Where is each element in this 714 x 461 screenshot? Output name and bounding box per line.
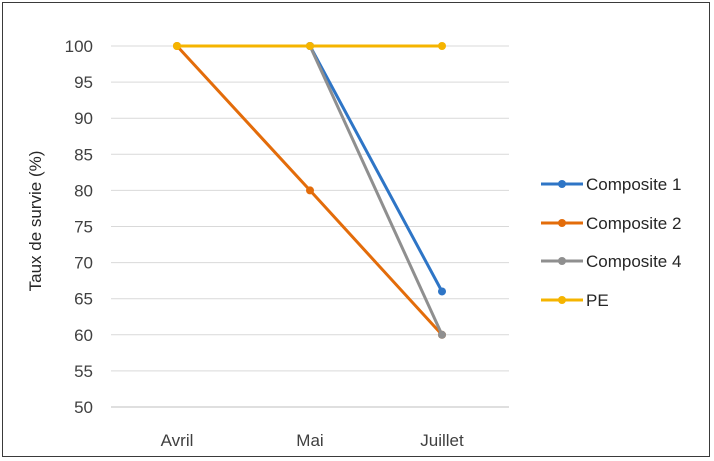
legend-swatch-marker: [558, 219, 566, 227]
y-tick-label-60: 60: [74, 326, 93, 345]
data-point-pe-juillet: [438, 42, 446, 50]
y-tick-label-65: 65: [74, 290, 93, 309]
data-point-composite-1-juillet: [438, 287, 446, 296]
y-tick-label-75: 75: [74, 218, 93, 237]
y-tick-label-70: 70: [74, 254, 93, 273]
legend-label-pe: PE: [586, 291, 609, 310]
series-line-composite-4: [308, 45, 444, 336]
y-tick-label-95: 95: [74, 73, 93, 92]
series-line-composite-1: [308, 45, 444, 293]
legend-swatch-marker: [558, 180, 566, 188]
x-tick-label-mai: Mai: [296, 431, 323, 450]
legend-swatch-marker: [558, 257, 566, 265]
legend-label-composite-4: Composite 4: [586, 252, 681, 271]
data-point-composite-4-juillet: [438, 330, 446, 339]
y-tick-label-90: 90: [74, 109, 93, 128]
chart-frame: 50 55 60 65 70 75 80 85 90 95 100 Avril Mai Juillet …: [2, 2, 710, 457]
y-tick-label-80: 80: [74, 181, 93, 200]
y-tick-label-85: 85: [74, 145, 93, 164]
legend-item-composite-1: Composite 1: [541, 175, 681, 194]
series-pe: [173, 42, 446, 50]
data-point-composite-2-mai: [306, 186, 314, 195]
y-axis-title: Taux de survie (%): [26, 151, 45, 292]
legend-label-composite-1: Composite 1: [586, 175, 681, 194]
y-tick-label-55: 55: [74, 362, 93, 381]
legend-item-pe: PE: [541, 291, 609, 310]
data-point-pe-mai: [306, 42, 314, 50]
legend-label-composite-2: Composite 2: [586, 214, 681, 233]
legend-swatch-marker: [558, 296, 566, 304]
data-point-pe-avril: [173, 42, 181, 50]
x-tick-label-juillet: Juillet: [420, 431, 464, 450]
legend-item-composite-4: Composite 4: [541, 252, 681, 271]
legend-item-composite-2: Composite 2: [541, 214, 681, 233]
y-tick-label-100: 100: [65, 37, 93, 56]
y-tick-label-50: 50: [74, 398, 93, 417]
x-tick-label-avril: Avril: [161, 431, 194, 450]
